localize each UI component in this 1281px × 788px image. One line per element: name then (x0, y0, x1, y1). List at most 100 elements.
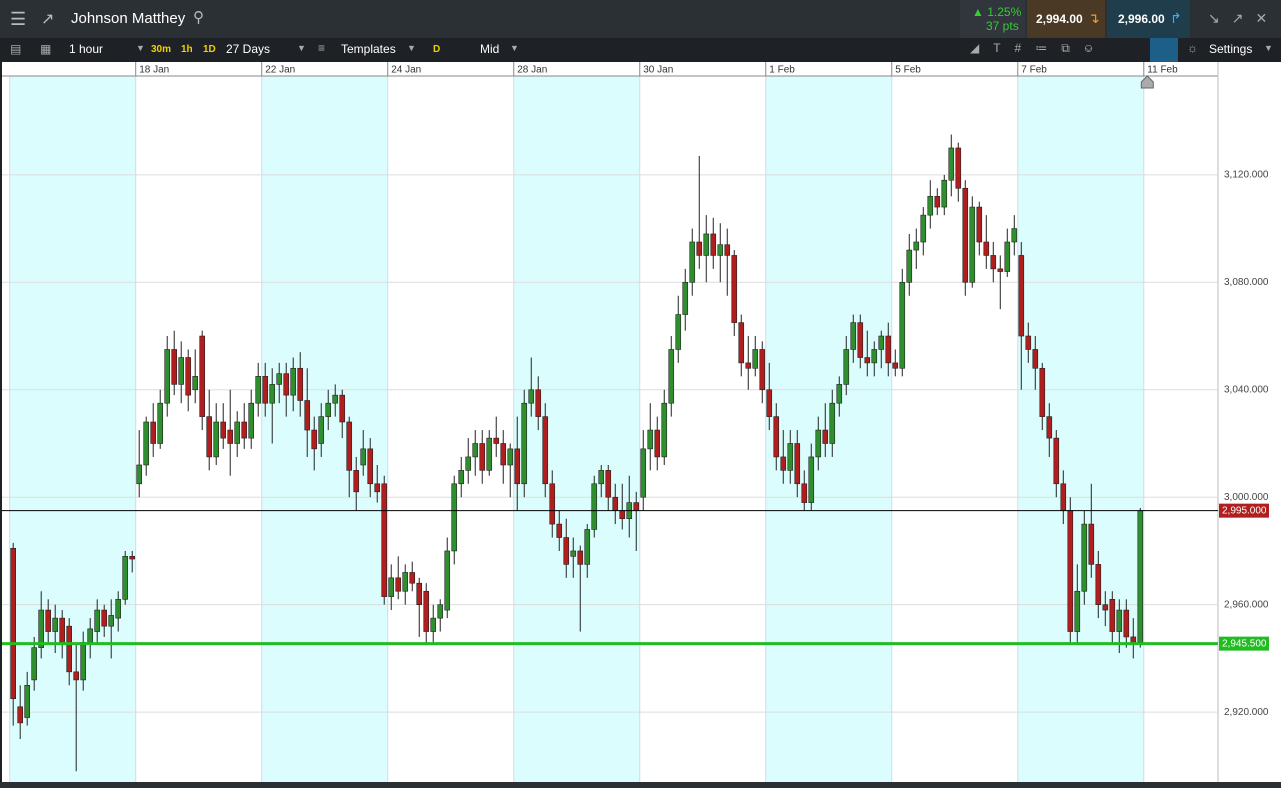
candle-body (927, 196, 934, 216)
candle-body (577, 550, 584, 565)
chart-type-button[interactable]: ↗ (41, 11, 55, 28)
layout-icon[interactable]: ▦ (40, 42, 52, 56)
candle-body (850, 322, 857, 350)
instrument-name[interactable]: Johnson Matthey (71, 10, 186, 27)
day-band (1017, 76, 1144, 782)
chart: 18 Jan 22 Jan 24 Jan 28 Jan 30 Jan 1 Feb 5 Feb… (0, 62, 1281, 788)
candle-body (17, 706, 24, 724)
candle-body (171, 349, 178, 385)
candle-body (605, 470, 612, 498)
candle-body (458, 470, 465, 485)
day-band (765, 76, 892, 782)
candle-body (640, 448, 647, 498)
sell-arrow: ↴ (1088, 10, 1100, 26)
candle-body (598, 470, 605, 485)
candle-body (388, 577, 395, 597)
candle-body (430, 617, 437, 632)
change-percent-value: 1.25% (987, 5, 1022, 19)
candle-body (1032, 349, 1039, 369)
candle-body (115, 599, 122, 619)
candle-body (661, 402, 668, 458)
candle-body (647, 429, 654, 450)
candle-body (304, 400, 311, 431)
candle-body (59, 617, 66, 643)
change-points: 37 pts (986, 19, 1019, 33)
candle-body (969, 206, 976, 283)
candle-body (1046, 416, 1053, 439)
candle-body (1102, 604, 1109, 611)
candle-body (780, 456, 787, 471)
candle-body (297, 367, 304, 401)
candle-body (521, 402, 528, 485)
d-button[interactable]: D (433, 44, 441, 55)
tool-icons[interactable]: ◢T#≔⧉⎉ (970, 41, 1108, 55)
candle-body (619, 510, 626, 520)
candle-body (990, 255, 997, 270)
candle-body (283, 373, 290, 396)
candle-body (31, 647, 38, 681)
candle-body (584, 529, 591, 565)
candle-body (164, 349, 171, 404)
settings-button[interactable]: Settings (1209, 42, 1253, 56)
candle-body (591, 483, 598, 530)
candle-body (290, 367, 297, 396)
candle-body (857, 322, 864, 358)
candle-body (822, 429, 829, 444)
candle-body (381, 483, 388, 597)
candle-body (941, 179, 948, 208)
candle-body (346, 421, 353, 471)
dropdown-arrow: ▼ (297, 43, 306, 53)
interval-select[interactable]: 1 hour (69, 42, 104, 56)
candle-body (549, 483, 556, 525)
list-icon[interactable]: ▤ (10, 42, 22, 56)
candle-body (80, 641, 87, 681)
range-select[interactable]: 27 Days (226, 42, 271, 56)
y-tick-label: 3,000.000 (1224, 492, 1269, 503)
candle-body (535, 389, 542, 417)
candle-body (416, 582, 423, 605)
candle-body (885, 335, 892, 364)
quick-30m[interactable]: 30m (151, 44, 172, 55)
x-tick-label: 18 Jan (139, 65, 169, 76)
candle-body (542, 416, 549, 485)
candle-body (465, 456, 472, 471)
quick-1h[interactable]: 1h (181, 44, 193, 55)
candle-body (773, 416, 780, 458)
candle-body (136, 464, 143, 485)
price-type-select[interactable]: Mid (480, 42, 500, 56)
menu-button[interactable]: ☰ (10, 9, 27, 29)
candle-body (94, 609, 101, 632)
change-box (960, 0, 1025, 38)
candle-body (360, 448, 367, 466)
candle-body (66, 625, 73, 673)
active-tool[interactable] (1150, 38, 1178, 62)
candle-body (836, 384, 843, 404)
dropdown-arrow: ▼ (136, 43, 145, 53)
bottom-strip (0, 782, 1281, 788)
candle-body (10, 547, 17, 700)
buy-button[interactable] (1107, 0, 1190, 38)
sell-price[interactable]: 2,994.00 (1036, 12, 1083, 26)
buy-price[interactable]: 2,996.00 (1118, 12, 1165, 26)
candle-body (395, 577, 402, 592)
sell-button[interactable] (1027, 0, 1105, 38)
y-tick-label: 3,120.000 (1224, 169, 1269, 180)
candle-body (52, 617, 59, 632)
current-marker (1140, 75, 1154, 89)
candle-body (479, 443, 486, 471)
candle-body (451, 483, 458, 552)
candle-body (444, 550, 451, 611)
candle-body (325, 402, 332, 417)
window-buttons[interactable]: ↘↗✕ (1208, 10, 1280, 26)
candle-body (1039, 367, 1046, 417)
quick-1d[interactable]: 1D (203, 44, 216, 55)
candle-body (213, 421, 220, 458)
templates-button[interactable]: Templates (341, 42, 396, 56)
search-icon[interactable]: ⚲ (193, 9, 204, 26)
candle-body (45, 609, 52, 632)
candle-body (654, 429, 661, 458)
candle-body (143, 421, 150, 466)
candle-body (843, 349, 850, 385)
change-percent: ▲ 1.25% (972, 5, 1022, 19)
